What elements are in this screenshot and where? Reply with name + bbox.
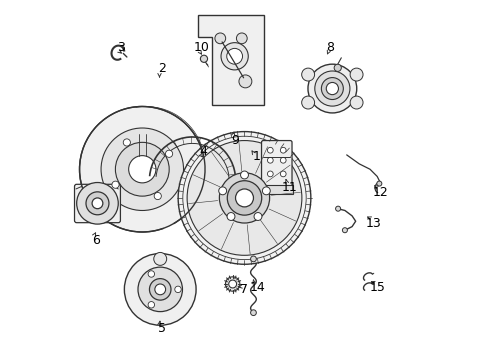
Circle shape bbox=[92, 198, 102, 209]
Circle shape bbox=[325, 82, 338, 95]
Circle shape bbox=[112, 181, 119, 188]
Bar bbox=[260, 185, 292, 194]
Circle shape bbox=[239, 75, 251, 88]
Circle shape bbox=[226, 212, 234, 220]
Circle shape bbox=[280, 171, 285, 177]
Text: 11: 11 bbox=[281, 181, 297, 194]
Circle shape bbox=[376, 181, 381, 186]
Circle shape bbox=[240, 171, 248, 179]
Circle shape bbox=[301, 68, 314, 81]
Circle shape bbox=[333, 64, 341, 71]
Circle shape bbox=[154, 193, 161, 199]
Polygon shape bbox=[198, 15, 264, 105]
Circle shape bbox=[148, 271, 154, 277]
Circle shape bbox=[124, 253, 196, 325]
Circle shape bbox=[267, 157, 273, 163]
Circle shape bbox=[228, 280, 236, 288]
Circle shape bbox=[235, 189, 253, 207]
FancyBboxPatch shape bbox=[74, 184, 120, 223]
Circle shape bbox=[165, 150, 172, 157]
Text: 10: 10 bbox=[193, 41, 209, 54]
Text: 9: 9 bbox=[231, 134, 239, 147]
Circle shape bbox=[174, 286, 181, 293]
Circle shape bbox=[219, 173, 269, 223]
Circle shape bbox=[149, 279, 171, 300]
Circle shape bbox=[155, 284, 165, 295]
Circle shape bbox=[153, 252, 166, 265]
Text: 6: 6 bbox=[92, 234, 100, 247]
Circle shape bbox=[342, 228, 346, 233]
Circle shape bbox=[138, 267, 182, 312]
Circle shape bbox=[262, 187, 270, 195]
Circle shape bbox=[221, 42, 248, 70]
Circle shape bbox=[86, 192, 109, 215]
Text: 14: 14 bbox=[249, 281, 264, 294]
Circle shape bbox=[349, 68, 362, 81]
Text: 3: 3 bbox=[117, 41, 124, 54]
Circle shape bbox=[77, 183, 118, 224]
Circle shape bbox=[280, 147, 285, 153]
Circle shape bbox=[267, 147, 273, 153]
Circle shape bbox=[280, 157, 285, 163]
Circle shape bbox=[218, 187, 226, 195]
Text: 1: 1 bbox=[253, 150, 261, 163]
Circle shape bbox=[254, 212, 262, 220]
Text: 13: 13 bbox=[365, 216, 381, 230]
Circle shape bbox=[301, 96, 314, 109]
Circle shape bbox=[115, 142, 169, 196]
Circle shape bbox=[226, 48, 242, 64]
Circle shape bbox=[80, 107, 204, 232]
Text: 8: 8 bbox=[326, 41, 334, 54]
Circle shape bbox=[128, 156, 156, 183]
Text: 5: 5 bbox=[158, 322, 166, 335]
Circle shape bbox=[267, 171, 273, 177]
Circle shape bbox=[236, 33, 247, 44]
Circle shape bbox=[321, 78, 343, 99]
Circle shape bbox=[200, 55, 207, 62]
Circle shape bbox=[148, 302, 154, 308]
FancyBboxPatch shape bbox=[261, 140, 291, 187]
Circle shape bbox=[101, 128, 183, 211]
Circle shape bbox=[178, 132, 310, 264]
Circle shape bbox=[187, 140, 301, 255]
Text: 4: 4 bbox=[199, 145, 207, 158]
Circle shape bbox=[250, 256, 256, 262]
Circle shape bbox=[227, 181, 261, 215]
Circle shape bbox=[250, 310, 256, 316]
Circle shape bbox=[123, 139, 130, 146]
Text: 15: 15 bbox=[368, 281, 385, 294]
Text: 7: 7 bbox=[240, 283, 248, 296]
Text: 12: 12 bbox=[372, 186, 388, 199]
Circle shape bbox=[335, 206, 340, 211]
Text: 2: 2 bbox=[158, 62, 165, 75]
Circle shape bbox=[349, 96, 362, 109]
Circle shape bbox=[314, 71, 349, 106]
Circle shape bbox=[225, 277, 239, 291]
Circle shape bbox=[214, 33, 225, 44]
Circle shape bbox=[307, 64, 356, 113]
